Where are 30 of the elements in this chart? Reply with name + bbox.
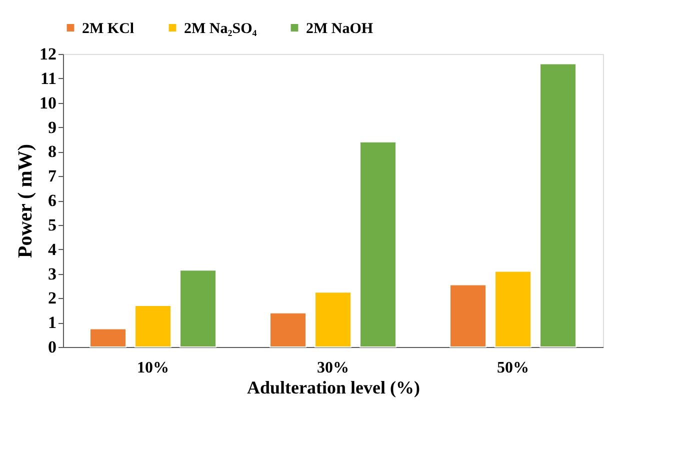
bar bbox=[314, 292, 352, 348]
y-tick-label: 2 bbox=[48, 288, 56, 308]
x-tick-label: 10% bbox=[137, 360, 169, 376]
legend-label: 2M KCl bbox=[82, 20, 134, 37]
y-tick-label: 8 bbox=[48, 142, 56, 162]
x-axis-title: Adulteration level (%) bbox=[247, 378, 420, 398]
y-axis-title: Power ( mW) bbox=[14, 144, 36, 258]
legend-label: 2M NaOH bbox=[306, 20, 374, 37]
bar bbox=[450, 284, 486, 348]
x-tick-label: 50% bbox=[497, 360, 529, 376]
bar bbox=[270, 312, 306, 348]
x-tick-label: 30% bbox=[317, 360, 349, 376]
y-tick-label: 5 bbox=[48, 215, 56, 234]
y-tick-label: 10 bbox=[40, 93, 56, 112]
bar bbox=[134, 304, 172, 348]
bar bbox=[90, 328, 126, 348]
y-tick-label: 0 bbox=[48, 338, 56, 356]
y-tick-label: 11 bbox=[40, 68, 56, 88]
bar bbox=[540, 63, 576, 348]
y-tick-label: 9 bbox=[48, 118, 56, 137]
bar bbox=[360, 141, 396, 348]
legend-label: 2M Na₂SO₄ bbox=[184, 20, 258, 37]
y-tick-label: 3 bbox=[48, 264, 56, 284]
y-tick-label: 6 bbox=[48, 191, 56, 210]
y-tick-label: 1 bbox=[48, 313, 56, 332]
bar bbox=[180, 270, 216, 348]
y-tick-label: 4 bbox=[48, 240, 57, 259]
bar bbox=[494, 270, 532, 348]
y-tick-label: 7 bbox=[48, 166, 57, 186]
y-tick-label: 12 bbox=[40, 44, 56, 64]
